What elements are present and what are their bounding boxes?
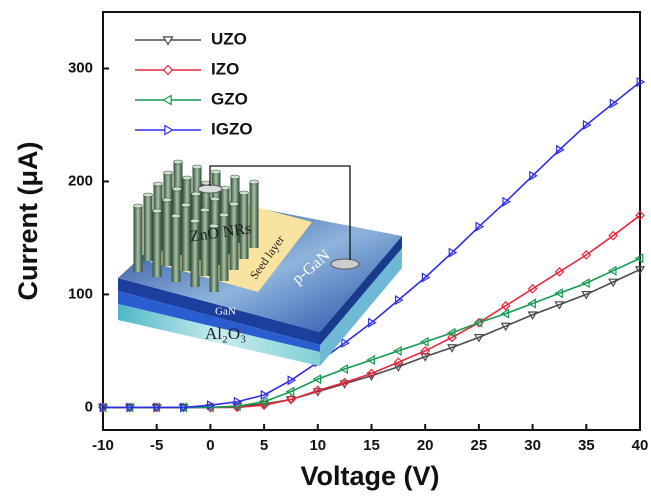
legend-marker bbox=[164, 96, 172, 105]
inset-label: GaN bbox=[215, 306, 236, 318]
legend-label: GZO bbox=[211, 89, 248, 108]
x-tick-label: 15 bbox=[363, 437, 380, 454]
chart: 0 100 200 300 -10 -5 0 5 10 15 20 25 30 35 40 UZO IZO GZO… bbox=[0, 0, 651, 496]
nanorod bbox=[172, 216, 181, 282]
x-tick-label: 20 bbox=[417, 437, 434, 454]
x-tick-label: 40 bbox=[632, 437, 649, 454]
nanorod bbox=[250, 182, 259, 248]
electrode bbox=[331, 259, 359, 269]
y-axis-title: Current (μA) bbox=[13, 141, 43, 300]
nanorod-top bbox=[191, 219, 200, 223]
nanorod-top bbox=[212, 170, 221, 174]
legend-marker bbox=[165, 126, 173, 135]
x-tick-label: -5 bbox=[150, 437, 163, 454]
nanorod-top bbox=[231, 175, 240, 179]
nanorod-top bbox=[144, 193, 153, 197]
nanorod bbox=[163, 200, 172, 266]
x-axis-title: Voltage (V) bbox=[300, 461, 439, 491]
nanorod-top bbox=[154, 182, 163, 186]
nanorod-top bbox=[192, 192, 201, 196]
nanorod-top bbox=[164, 171, 173, 175]
nanorod-top bbox=[174, 160, 183, 164]
nanorod-top bbox=[220, 213, 229, 217]
y-tick-label: 300 bbox=[68, 59, 93, 76]
x-tick-label: 5 bbox=[260, 437, 268, 454]
x-tick-label: 30 bbox=[524, 437, 541, 454]
nanorod-top bbox=[173, 187, 182, 191]
x-tick-label: 0 bbox=[206, 437, 214, 454]
x-tick-label: 35 bbox=[578, 437, 595, 454]
electrode bbox=[198, 185, 222, 193]
legend-label: IGZO bbox=[211, 119, 253, 138]
nanorod-top bbox=[230, 202, 239, 206]
nanorod bbox=[144, 195, 153, 261]
nanorod-top bbox=[163, 198, 172, 202]
nanorod-top bbox=[183, 176, 192, 180]
y-tick-label: 100 bbox=[68, 285, 93, 302]
legend-label: UZO bbox=[211, 29, 247, 48]
x-tick-label: 10 bbox=[309, 437, 326, 454]
inset-diagram: ZnO NRs Seed layer p-GaN GaN Al₂O₃ bbox=[118, 160, 402, 366]
nanorod-top bbox=[201, 208, 210, 212]
nanorod bbox=[134, 206, 143, 272]
nanorod-top bbox=[250, 180, 259, 184]
nanorod bbox=[153, 211, 162, 277]
x-tick-label: 25 bbox=[471, 437, 488, 454]
nanorod-top bbox=[211, 197, 220, 201]
nanorod-top bbox=[193, 165, 202, 169]
nanorod-top bbox=[153, 209, 162, 213]
inset-label: Al₂O₃ bbox=[205, 324, 246, 343]
nanorod-top bbox=[172, 214, 181, 218]
nanorod-top bbox=[134, 204, 143, 208]
nanorod-top bbox=[202, 181, 211, 185]
x-tick-label: -10 bbox=[92, 437, 114, 454]
legend-marker bbox=[164, 66, 173, 75]
legend-label: IZO bbox=[211, 59, 239, 78]
nanorod-top bbox=[182, 203, 191, 207]
y-tick-label: 0 bbox=[85, 398, 93, 415]
y-tick-label: 200 bbox=[68, 172, 93, 189]
nanorod-top bbox=[240, 191, 249, 195]
